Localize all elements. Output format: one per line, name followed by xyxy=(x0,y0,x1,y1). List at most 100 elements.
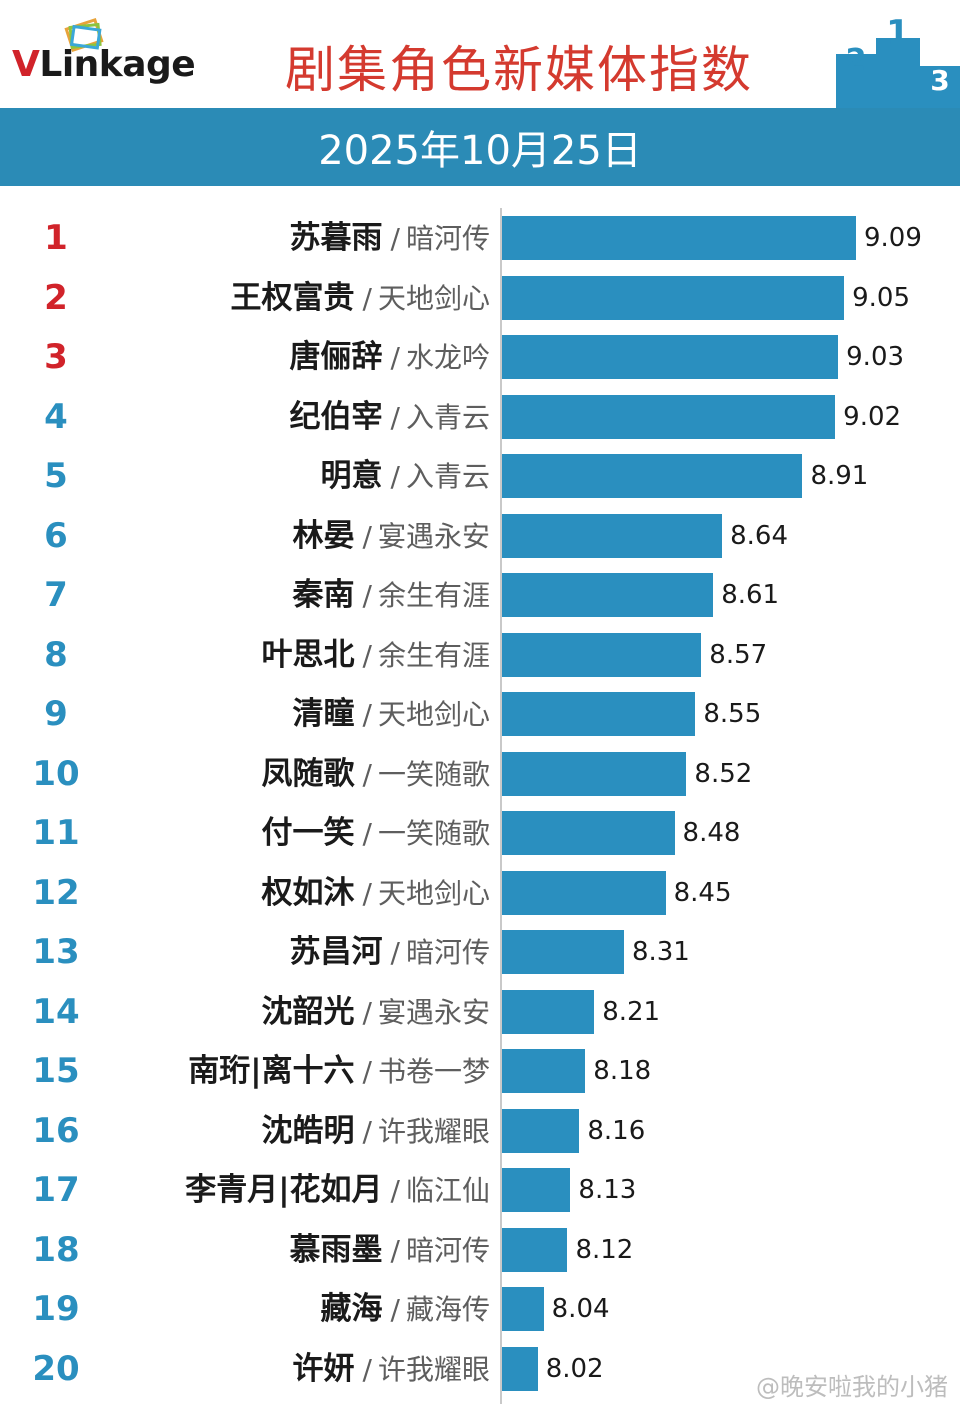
role-name: 权如沐 xyxy=(261,874,355,911)
label-separator: / xyxy=(390,460,400,493)
rank-number: 13 xyxy=(32,932,80,972)
rank-number: 16 xyxy=(32,1110,80,1151)
role-name: 叶思北 xyxy=(261,636,355,673)
role-name: 许妍 xyxy=(292,1350,355,1387)
label-separator: / xyxy=(362,281,372,315)
bar xyxy=(502,454,803,498)
logo-text: VLinkage xyxy=(12,44,196,85)
header: VLinkage 剧集角色新媒体指数 2 1 3 xyxy=(0,0,960,108)
show-name: 入青云 xyxy=(405,400,490,434)
chart-row: 16 沈皓明 / 许我耀眼 8.16 xyxy=(0,1101,960,1160)
label-separator: / xyxy=(390,222,400,255)
category-label: 秦南 / 余生有涯 xyxy=(293,575,490,620)
label-separator: / xyxy=(362,995,372,1029)
bar-value-label: 8.13 xyxy=(578,1175,637,1205)
role-name: 纪伯宰 xyxy=(289,398,383,435)
bar-value-label: 9.03 xyxy=(846,342,905,372)
bar-value-label: 8.55 xyxy=(703,699,762,729)
chart-row: 3 唐俪辞 / 水龙吟 9.03 xyxy=(0,327,960,386)
rank-number: 1 xyxy=(44,218,68,258)
role-name: 苏暮雨 xyxy=(289,220,383,256)
role-name: 林晏 xyxy=(292,517,355,554)
show-name: 许我耀眼 xyxy=(377,1352,490,1386)
podium-number-2: 2 xyxy=(846,43,867,78)
role-name: 李青月|花如月 xyxy=(185,1172,383,1208)
category-label: 苏昌河 / 暗河传 xyxy=(290,932,490,977)
bar xyxy=(502,1287,544,1331)
vlinkage-logo: VLinkage xyxy=(12,12,212,92)
rank-number: 11 xyxy=(32,813,80,853)
rank-number: 6 xyxy=(44,515,68,556)
role-name: 唐俪辞 xyxy=(289,339,383,375)
rank-number: 5 xyxy=(44,456,68,496)
category-label: 付一笑 / 一笑随歌 xyxy=(262,813,490,858)
label-separator: / xyxy=(362,817,372,850)
bar xyxy=(502,1346,538,1391)
bar-value-label: 8.48 xyxy=(682,818,741,848)
logo-letters-rest: Linkage xyxy=(39,44,196,85)
bar xyxy=(502,275,845,320)
chart-row: 14 沈韶光 / 宴遇永安 8.21 xyxy=(0,982,960,1041)
rank-number: 4 xyxy=(44,396,68,437)
show-name: 余生有涯 xyxy=(377,638,490,672)
show-name: 宴遇永安 xyxy=(377,519,490,553)
show-name: 许我耀眼 xyxy=(377,1114,490,1148)
chart-row: 19 藏海 / 藏海传 8.04 xyxy=(0,1279,960,1338)
rank-number: 15 xyxy=(32,1051,80,1091)
bar-value-label: 8.64 xyxy=(730,520,789,551)
role-name: 藏海 xyxy=(320,1291,383,1327)
rank-number: 3 xyxy=(44,337,68,377)
chart-row: 20 许妍 / 许我耀眼 8.02 xyxy=(0,1339,960,1398)
label-separator: / xyxy=(390,341,400,374)
rank-number: 12 xyxy=(32,872,80,913)
bar-value-label: 8.45 xyxy=(673,877,732,908)
bar-value-label: 8.52 xyxy=(694,758,753,789)
category-label: 王权富贵 / 天地剑心 xyxy=(231,278,490,323)
logo-letter-v: V xyxy=(12,44,40,85)
logo-stack-icon xyxy=(64,18,104,52)
show-name: 入青云 xyxy=(405,460,490,493)
label-separator: / xyxy=(362,638,372,672)
rank-number: 19 xyxy=(32,1289,80,1329)
podium-number-3: 3 xyxy=(930,64,949,97)
bar-value-label: 9.09 xyxy=(864,223,922,253)
category-label: 南珩|离十六 / 书卷一梦 xyxy=(188,1051,490,1096)
label-separator: / xyxy=(362,757,372,791)
role-name: 付一笑 xyxy=(261,815,355,851)
bar-chart: 1 苏暮雨 / 暗河传 9.09 2 王权富贵 / 天地剑心 9.05 3 唐俪辞 / 水龙吟 9.03 4 纪… xyxy=(0,186,960,1412)
bar xyxy=(502,335,839,379)
show-name: 天地剑心 xyxy=(377,281,490,315)
show-name: 一笑随歌 xyxy=(377,817,490,850)
label-separator: / xyxy=(362,1055,372,1088)
rank-number: 17 xyxy=(32,1170,80,1210)
date-band: 2025年10月25日 xyxy=(0,108,960,186)
category-label: 权如沐 / 天地剑心 xyxy=(262,873,490,918)
label-separator: / xyxy=(362,579,372,612)
chart-row: 5 明意 / 入青云 8.91 xyxy=(0,446,960,505)
page-title: 剧集角色新媒体指数 xyxy=(285,41,753,99)
category-label: 清瞳 / 天地剑心 xyxy=(293,694,490,739)
chart-row: 17 李青月|花如月 / 临江仙 8.13 xyxy=(0,1160,960,1219)
rank-number: 14 xyxy=(32,991,80,1032)
watermark: @晚安啦我的小猪 xyxy=(756,1373,948,1401)
bar xyxy=(502,1227,568,1272)
role-name: 明意 xyxy=(320,458,383,494)
label-separator: / xyxy=(362,698,372,731)
role-name: 秦南 xyxy=(292,577,355,613)
label-separator: / xyxy=(390,1293,400,1326)
show-name: 宴遇永安 xyxy=(377,995,490,1029)
rank-number: 7 xyxy=(44,575,68,615)
role-name: 苏昌河 xyxy=(289,934,383,970)
bar xyxy=(502,692,696,736)
role-name: 沈皓明 xyxy=(261,1112,355,1149)
bar xyxy=(502,930,624,974)
chart-row: 15 南珩|离十六 / 书卷一梦 8.18 xyxy=(0,1041,960,1100)
bar-value-label: 9.02 xyxy=(843,401,902,432)
category-label: 叶思北 / 余生有涯 xyxy=(262,635,490,680)
label-separator: / xyxy=(362,519,372,553)
category-label: 林晏 / 宴遇永安 xyxy=(293,516,490,561)
show-name: 暗河传 xyxy=(405,222,490,255)
show-name: 余生有涯 xyxy=(377,579,490,612)
rank-number: 10 xyxy=(32,753,80,794)
chart-axis-line xyxy=(500,208,502,1404)
